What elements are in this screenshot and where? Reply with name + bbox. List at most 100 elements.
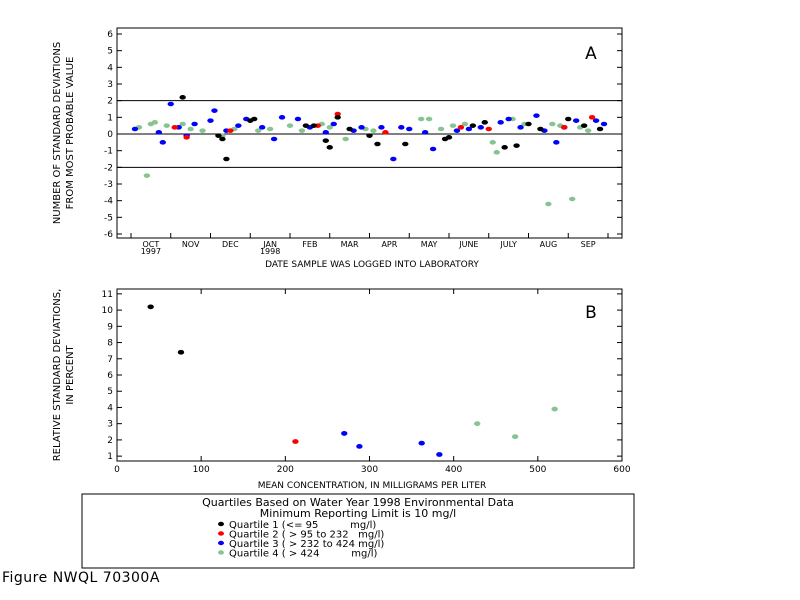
data-point-q4 <box>549 121 556 127</box>
y-tick-label: -5 <box>104 213 113 223</box>
legend-marker-q1 <box>218 521 224 527</box>
data-point-q3 <box>322 130 329 135</box>
data-point-q1 <box>219 136 226 142</box>
data-point-q1 <box>374 141 381 147</box>
year-label: 1998 <box>260 247 280 256</box>
legend-marker-q3 <box>218 540 224 546</box>
data-point-q1 <box>215 133 222 138</box>
data-point-q1 <box>445 135 453 140</box>
data-point-q1 <box>179 95 186 100</box>
panel-b-y-axis-title-line1: RELATIVE STANDARD DEVIATIONS, <box>52 289 63 462</box>
panel-a-y-axis-title-line1: NUMBER OF STANDARD DEVIATIONS <box>52 42 63 224</box>
panel-a-y-axis-title: NUMBER OF STANDARD DEVIATIONS FROM MOST … <box>52 42 76 224</box>
data-point-q4 <box>143 173 151 178</box>
data-point-q3 <box>453 128 461 133</box>
y-tick-label: 6 <box>107 371 113 381</box>
data-point-q1 <box>310 123 318 128</box>
data-point-q2 <box>334 111 341 117</box>
data-point-q1 <box>223 156 230 162</box>
data-point-q2 <box>183 135 190 140</box>
data-point-q1 <box>366 133 373 138</box>
data-point-q3 <box>270 136 278 142</box>
data-point-q3 <box>378 125 385 130</box>
data-point-q1 <box>326 145 333 150</box>
data-point-q1 <box>334 115 341 120</box>
y-tick-label: -6 <box>104 230 113 240</box>
data-point-q1 <box>177 349 185 355</box>
panel-b-frame <box>116 288 623 462</box>
y-tick-label: 2 <box>107 436 113 446</box>
data-point-q4 <box>187 126 194 132</box>
x-tick-label: 0 <box>114 465 120 475</box>
y-tick-label: 3 <box>107 420 113 430</box>
y-tick-label: 5 <box>107 387 113 397</box>
y-tick-label: 1 <box>107 452 113 462</box>
data-point-q3 <box>207 118 214 123</box>
x-tick-label: MAR <box>341 240 359 249</box>
legend-entry-text: Quartile 2 ( > 95 to 232 mg/l) <box>229 530 384 541</box>
x-tick-label: 500 <box>529 465 546 475</box>
data-point-q3 <box>294 116 302 122</box>
legend-title: Quartiles Based on Water Year 1998 Envir… <box>202 496 514 509</box>
data-point-q3 <box>398 125 405 130</box>
data-point-q3 <box>517 125 524 130</box>
y-tick-label: -1 <box>104 147 113 157</box>
panel-a-y-axis: 6 5 4 3 2 1 0 -1 -2 -3 -4 -5 -6 <box>104 30 622 240</box>
data-point-q3 <box>159 140 166 145</box>
data-point-q2 <box>457 125 465 130</box>
data-point-q1 <box>402 141 409 147</box>
data-point-q4 <box>461 121 469 127</box>
x-tick-label: 300 <box>361 465 378 475</box>
x-tick-label: APR <box>381 240 397 249</box>
data-point-q3 <box>429 146 437 152</box>
legend-entry-text: Quartile 4 ( > 424 mg/l) <box>229 549 378 560</box>
data-point-q3 <box>553 140 560 145</box>
data-point-q3 <box>406 126 413 132</box>
x-tick-label: MAY <box>421 240 438 249</box>
y-tick-label: 4 <box>107 403 113 413</box>
data-point-q1 <box>580 123 588 128</box>
panel-b-x-axis-title: MEAN CONCENTRATION, IN MILLIGRAMS PER LI… <box>258 481 487 491</box>
x-tick-label: 600 <box>613 465 630 475</box>
data-point-q4 <box>489 140 496 145</box>
data-point-q3 <box>505 116 512 122</box>
legend-entry-text: Quartile 3 ( > 232 to 424 mg/l) <box>229 539 384 550</box>
x-tick-label: 400 <box>445 465 462 475</box>
year-label: 1997 <box>141 247 161 256</box>
data-point-q3 <box>258 125 266 130</box>
data-point-q3 <box>341 431 348 436</box>
x-tick-label: 200 <box>277 465 294 475</box>
data-point-q2 <box>485 126 492 132</box>
data-point-q3 <box>155 130 163 135</box>
data-point-q4 <box>545 201 552 207</box>
y-tick-label: -4 <box>104 197 113 207</box>
data-point-q3 <box>497 120 504 125</box>
data-point-q4 <box>569 196 576 202</box>
data-point-q4 <box>437 126 445 132</box>
y-tick-label: 4 <box>107 63 113 73</box>
panel-a-frame <box>116 27 623 239</box>
y-tick-label: 8 <box>107 339 113 349</box>
y-tick-label: -3 <box>104 180 113 190</box>
panel-a-points <box>131 95 608 207</box>
data-point-q3 <box>191 121 198 127</box>
data-point-q3 <box>436 452 443 457</box>
data-point-q3 <box>356 443 363 449</box>
data-point-q1 <box>302 123 310 128</box>
panel-b-y-axis: 11 10 9 8 7 6 5 4 3 2 1 <box>102 290 622 462</box>
panel-a-x-axis-title: DATE SAMPLE WAS LOGGED INTO LABORATORY <box>265 260 479 270</box>
panel-a-x-axis: OCT NOV DEC JAN FEB MAR APR MAY JUNE JULY AUG SEP 19… <box>130 233 609 256</box>
data-point-q3 <box>418 440 425 446</box>
y-tick-label: 0 <box>107 130 113 140</box>
data-point-q3 <box>330 121 337 127</box>
data-point-q3 <box>358 125 365 130</box>
y-tick-label: 6 <box>107 30 113 40</box>
panel-b-x-axis: 0 100 200 300 400 500 600 <box>114 289 631 475</box>
data-point-q1 <box>346 126 353 132</box>
data-point-q1 <box>481 120 488 125</box>
data-point-q4 <box>179 121 186 127</box>
data-point-q1 <box>322 138 329 143</box>
data-point-q4 <box>163 123 170 128</box>
data-point-q1 <box>147 304 154 310</box>
